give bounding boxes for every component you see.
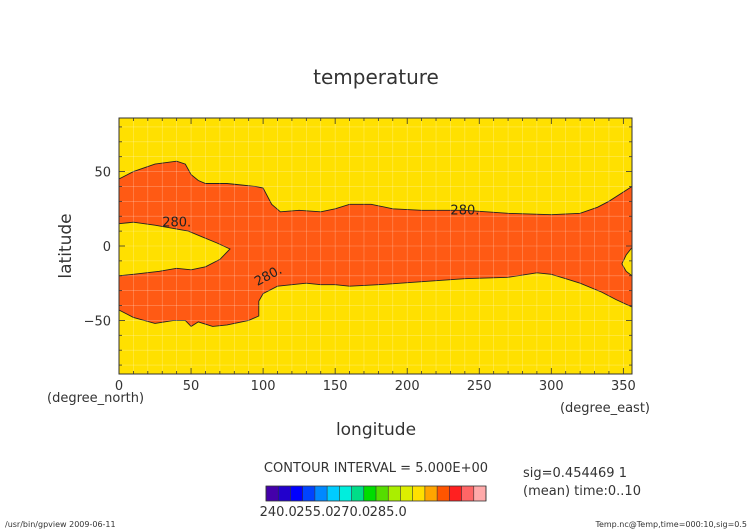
colorbar-swatch: [266, 486, 279, 501]
region-below-280-hole: [119, 222, 230, 276]
x-tick-label: 250: [467, 379, 492, 394]
colorbar-tick-labels: 240.0 255.0 270.0 285.0: [260, 505, 407, 520]
x-axis: 0 50 100 150 200 250 300 350: [115, 118, 636, 394]
colorbar-swatch: [461, 486, 474, 501]
colorbar-swatch: [424, 486, 438, 501]
contour-label: 280.: [162, 216, 191, 231]
colorbar-tick-label: 270.0: [333, 505, 370, 520]
y-axis-title: latitude: [56, 213, 76, 278]
colorbar-swatch: [363, 486, 376, 501]
colorbar-swatch: [376, 486, 389, 501]
colorbar-swatch: [412, 486, 425, 501]
colorbar-swatch: [400, 486, 413, 501]
plot-area: [119, 118, 632, 374]
region-above-280: [119, 161, 632, 327]
colorbar-tick-label: 285.0: [370, 505, 407, 520]
colorbar-swatch: [278, 486, 291, 501]
colorbar-tick-label: 255.0: [296, 505, 333, 520]
x-axis-title: longitude: [336, 420, 416, 440]
x-tick-label: 50: [183, 379, 200, 394]
sig-info: sig=0.454469 1: [523, 466, 627, 481]
grid-lines: [119, 118, 632, 374]
y-tick-label: 0: [103, 240, 111, 255]
y-tick-label: 50: [94, 166, 111, 181]
colorbar-frame: [265, 485, 487, 502]
region-below-280-notch: [621, 247, 632, 276]
x-tick-label: 100: [251, 379, 276, 394]
colorbar-swatch: [302, 486, 315, 501]
colorbar-swatch: [437, 486, 450, 501]
footer-right: Temp.nc@Temp,time=000:10,sig=0.5: [594, 520, 747, 529]
contour-interval-label: CONTOUR INTERVAL = 5.000E+00: [264, 461, 488, 476]
colorbar-swatch: [388, 486, 401, 501]
colorbar-swatch: [449, 486, 462, 501]
colorbar: [265, 485, 487, 502]
y-tick-label: −50: [84, 314, 111, 329]
contour-280-notch: [621, 247, 632, 277]
x-tick-label: 200: [395, 379, 420, 394]
colorbar-swatch: [351, 486, 364, 501]
colorbar-tick-label: 240.0: [260, 505, 297, 520]
footer-left: /usr/bin/gpview 2009-06-11: [5, 520, 116, 529]
contour-280-north: [119, 160, 632, 216]
x-unit-label: (degree_east): [560, 401, 650, 416]
chart-title: temperature: [313, 65, 439, 89]
x-tick-label: 300: [539, 379, 564, 394]
y-axis: −50 0 50: [84, 126, 632, 366]
colorbar-swatch: [327, 486, 340, 501]
colorbar-swatch: [473, 486, 486, 501]
y-unit-label: (degree_north): [47, 391, 144, 406]
x-tick-label: 150: [323, 379, 348, 394]
time-info: (mean) time:0..10: [523, 484, 641, 499]
colorbar-swatch: [290, 486, 303, 501]
x-tick-label: 0: [115, 379, 123, 394]
colorbar-swatch: [314, 486, 328, 501]
contour-280-south: [119, 272, 632, 327]
x-tick-label: 350: [611, 379, 636, 394]
contour-280-hole: [119, 221, 231, 277]
colorbar-swatch: [339, 486, 352, 501]
contour-label: 280.: [450, 204, 479, 219]
